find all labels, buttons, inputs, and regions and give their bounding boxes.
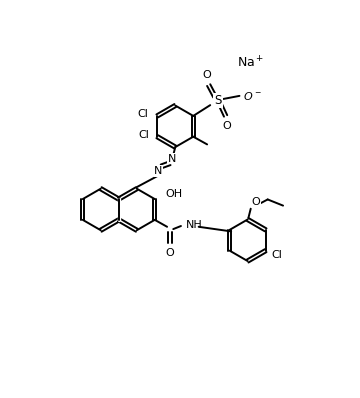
Text: OH: OH [166,189,183,199]
Text: Cl: Cl [139,130,149,140]
Text: O: O [203,70,211,80]
Text: Na$^+$: Na$^+$ [237,55,264,71]
Text: O: O [166,248,175,258]
Text: O: O [252,197,260,207]
Text: Cl: Cl [272,250,283,260]
Text: N: N [168,154,176,164]
Text: N: N [154,166,162,176]
Text: S: S [214,94,222,107]
Text: O: O [223,121,231,131]
Text: $O^-$: $O^-$ [243,90,262,102]
Text: NH: NH [186,220,203,230]
Text: Cl: Cl [137,109,148,119]
